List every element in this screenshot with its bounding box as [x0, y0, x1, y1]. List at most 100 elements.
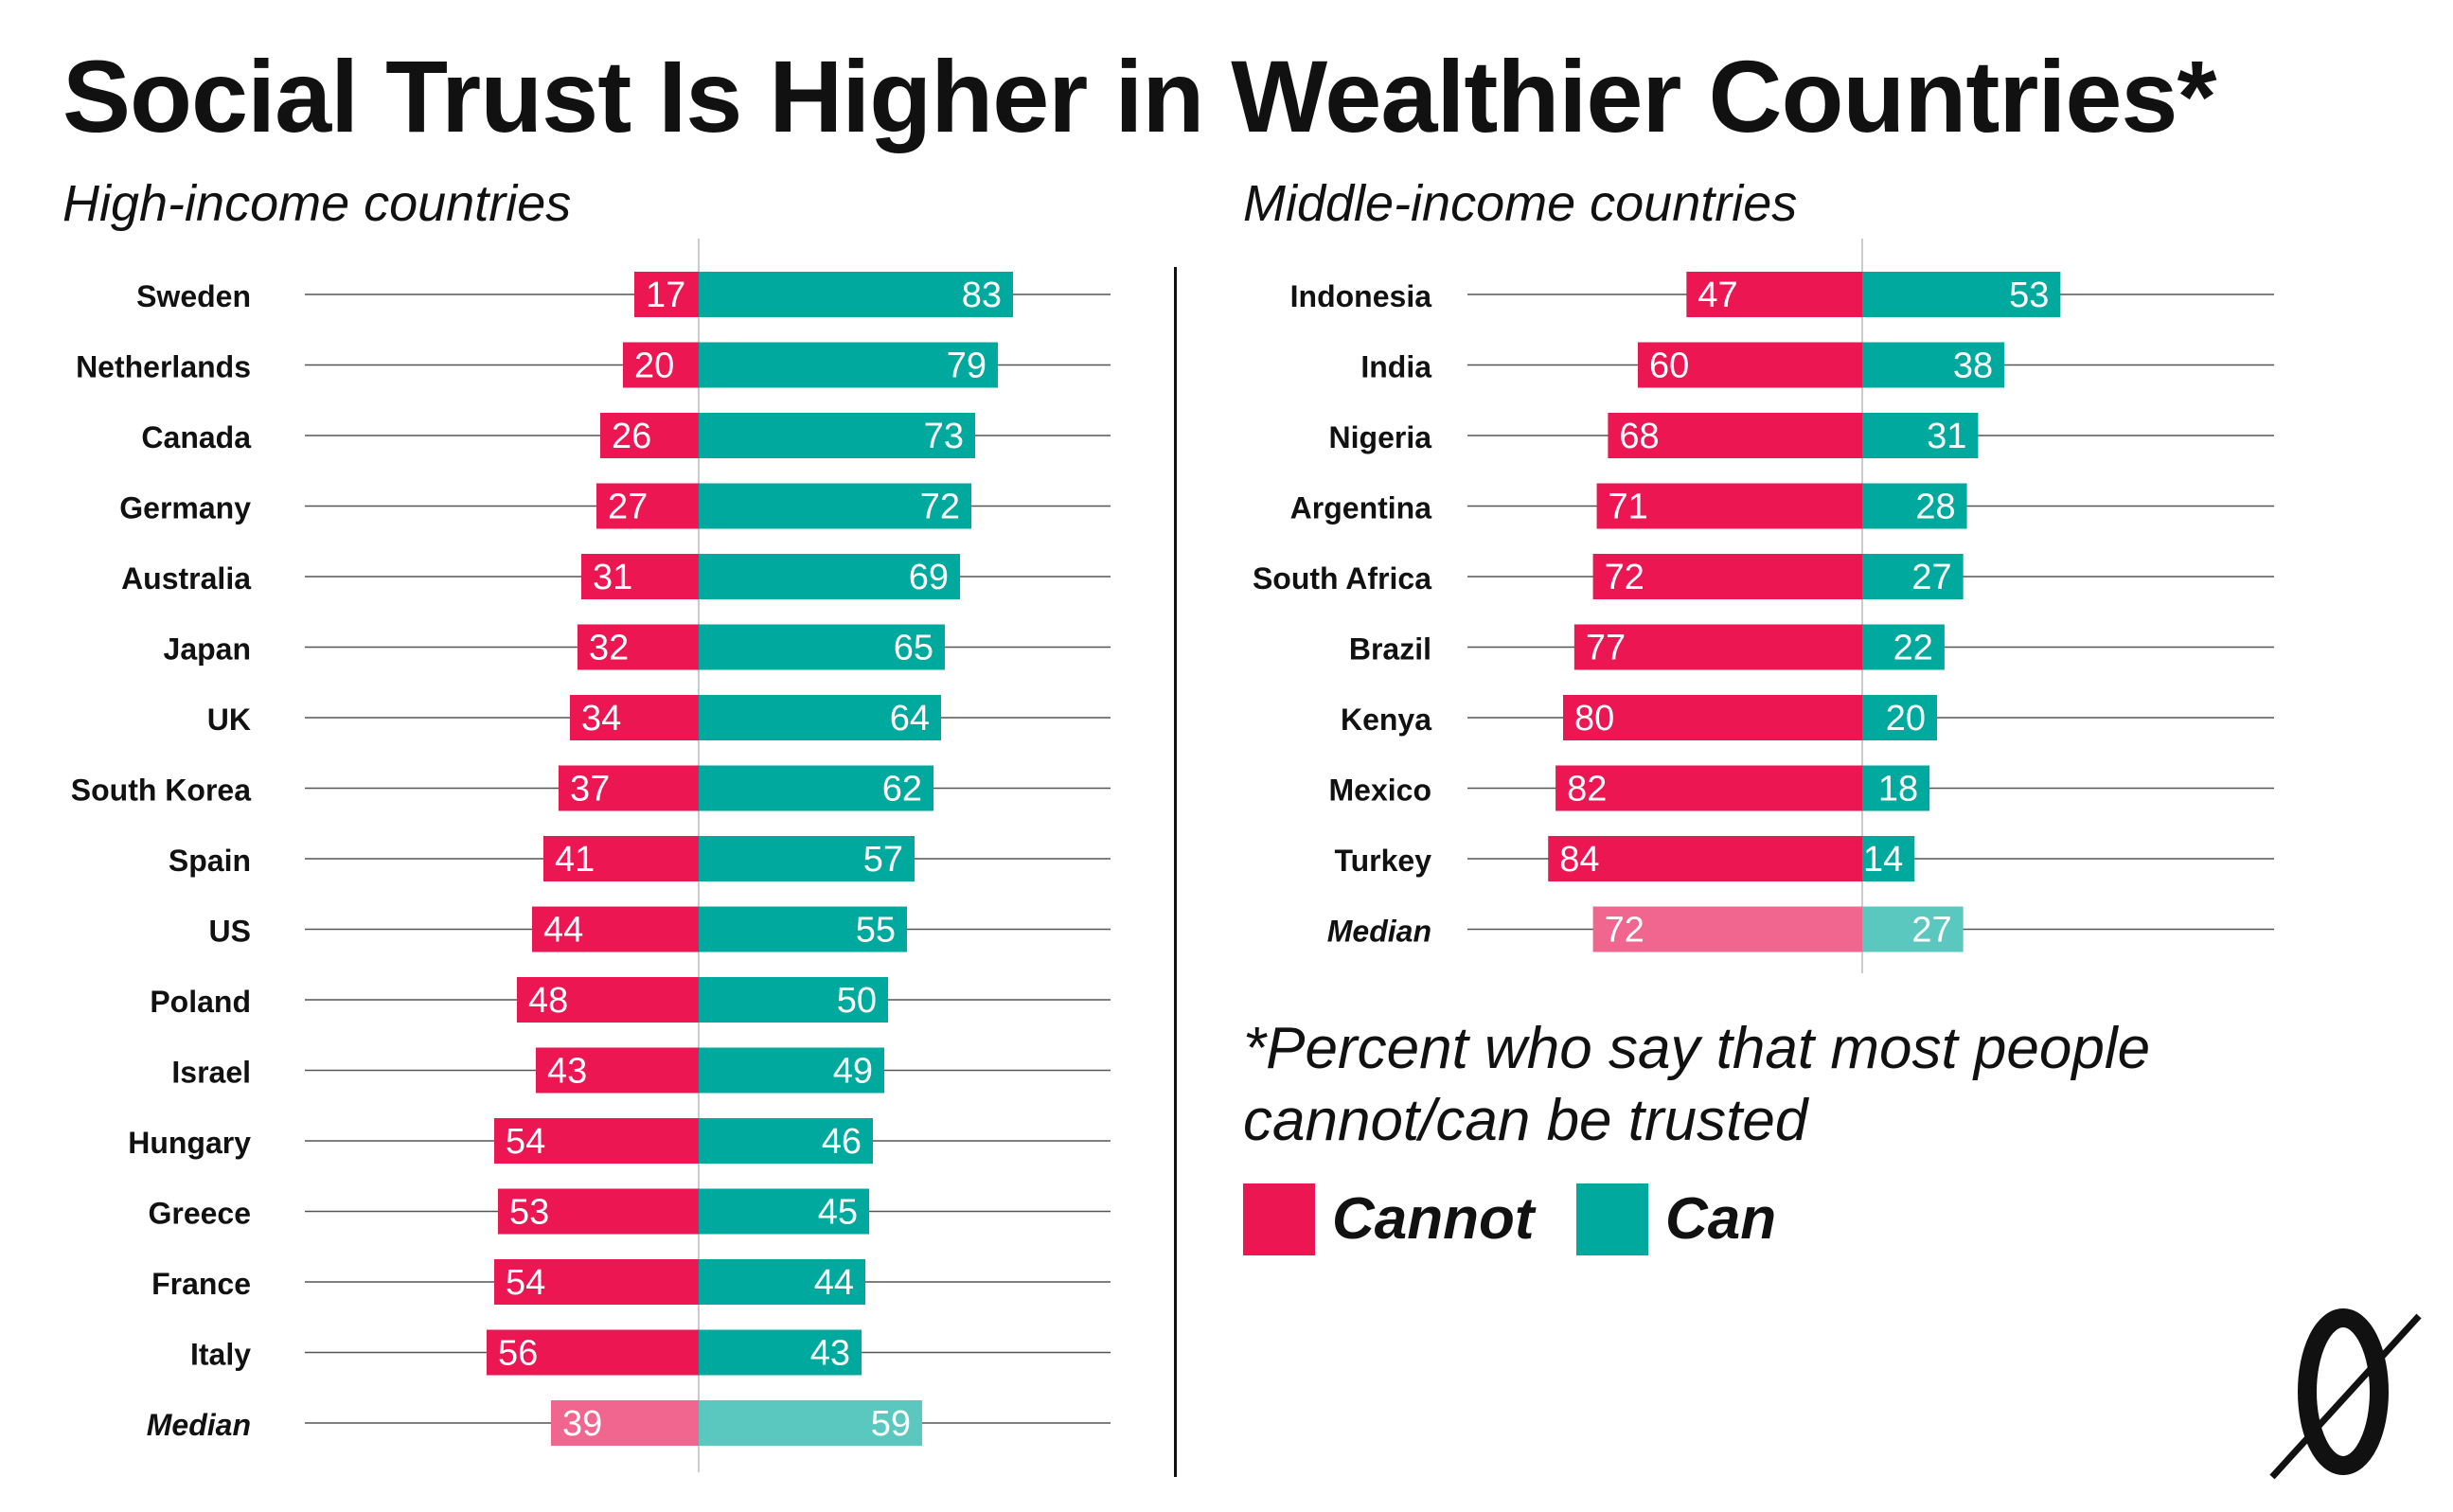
middle-income-bar-can — [1862, 483, 1967, 529]
high-income-bar-cannot — [634, 272, 699, 317]
publisher-logo-icon — [2269, 1308, 2422, 1480]
high-income-value-label-can: 73 — [924, 417, 964, 456]
high-income-bar-can — [699, 906, 907, 952]
high-income-category-label: Hungary — [128, 1126, 251, 1160]
high-income-value-label-can: 69 — [909, 558, 949, 597]
middle-income-category-label: Nigeria — [1329, 420, 1432, 454]
high-income-bar-can — [699, 1188, 869, 1235]
high-income-value-label-cannot: 32 — [589, 629, 629, 668]
middle-income-bar-cannot — [1592, 554, 1862, 599]
high-income-category-label: Median — [147, 1408, 251, 1442]
high-income-bar-cannot — [494, 1259, 699, 1305]
middle-income-bar-cannot — [1592, 906, 1862, 952]
high-income-bar-cannot — [570, 695, 699, 740]
high-income-category-label: UK — [207, 703, 251, 737]
high-income-category-label: Japan — [164, 632, 251, 667]
high-income-value-label-cannot: 56 — [498, 1334, 538, 1374]
high-income-category-label: Poland — [150, 985, 251, 1019]
middle-income-bar-cannot — [1638, 342, 1862, 388]
high-income-bar-can — [699, 342, 998, 388]
middle-income-value-label-can: 18 — [1878, 770, 1918, 809]
high-income-value-label-cannot: 37 — [570, 770, 610, 809]
high-income-category-label: Sweden — [136, 279, 251, 313]
high-income-value-label-can: 44 — [814, 1263, 854, 1303]
high-income-bar-cannot — [487, 1329, 699, 1376]
high-income-value-label-cannot: 43 — [547, 1052, 587, 1092]
high-income-category-label: Greece — [148, 1197, 251, 1231]
high-income-value-label-can: 65 — [894, 629, 933, 668]
high-income-value-label-cannot: 20 — [634, 347, 674, 386]
high-income-category-label: Germany — [119, 491, 251, 525]
high-income-bar-cannot — [623, 342, 699, 388]
middle-income-bar-can — [1862, 836, 1915, 881]
high-income-category-label: Netherlands — [76, 350, 251, 384]
middle-income-category-label: Brazil — [1349, 632, 1431, 667]
high-income-bar-cannot — [498, 1188, 699, 1235]
high-income-value-label-can: 79 — [947, 347, 987, 386]
middle-income-bar-can — [1862, 695, 1937, 740]
middle-income-value-label-can: 22 — [1893, 629, 1933, 668]
high-income-value-label-can: 55 — [856, 911, 896, 951]
middle-income-category-label: Argentina — [1290, 491, 1432, 525]
middle-income-value-label-can: 27 — [1911, 558, 1951, 597]
high-income-bar-can — [699, 1259, 865, 1305]
chart-title: Social Trust Is Higher in Wealthier Coun… — [62, 39, 2217, 153]
middle-income-subtitle: Middle-income countries — [1243, 175, 1798, 232]
high-income-bar-can — [699, 272, 1013, 317]
high-income-value-label-cannot: 34 — [581, 699, 621, 738]
high-income-value-label-cannot: 31 — [593, 558, 632, 597]
high-income-subtitle: High-income countries — [62, 175, 572, 232]
middle-income-category-label: Kenya — [1341, 703, 1431, 737]
middle-income-bar-cannot — [1555, 765, 1862, 811]
high-income-bar-cannot — [559, 765, 699, 811]
high-income-value-label-cannot: 17 — [646, 276, 685, 315]
middle-income-bar-cannot — [1548, 836, 1862, 881]
middle-income-value-label-cannot: 77 — [1586, 629, 1626, 668]
high-income-value-label-can: 64 — [890, 699, 930, 738]
middle-income-value-label-cannot: 71 — [1609, 488, 1648, 527]
high-income-value-label-cannot: 27 — [608, 488, 648, 527]
middle-income-bar-can — [1862, 765, 1930, 811]
middle-income-bar-can — [1862, 906, 1964, 952]
high-income-value-label-cannot: 44 — [543, 911, 583, 951]
high-income-value-label-cannot: 54 — [506, 1263, 545, 1303]
middle-income-category-label: Median — [1327, 915, 1431, 949]
high-income-bar-cannot — [596, 483, 699, 529]
middle-income-bar-can — [1862, 554, 1964, 599]
high-income-bar-cannot — [517, 977, 699, 1023]
high-income-bar-can — [699, 554, 960, 599]
legend-swatch-cannot — [1243, 1183, 1315, 1255]
middle-income-category-label: Turkey — [1334, 844, 1431, 878]
middle-income-value-label-cannot: 72 — [1605, 558, 1644, 597]
high-income-bar-cannot — [581, 554, 699, 599]
legend-item-can: Can — [1576, 1183, 1776, 1255]
middle-income-value-label-can: 20 — [1886, 699, 1926, 738]
high-income-bar-cannot — [551, 1400, 699, 1446]
high-income-category-label: Australia — [121, 561, 251, 596]
legend-label-can: Can — [1665, 1186, 1777, 1252]
high-income-bar-can — [699, 695, 941, 740]
high-income-value-label-cannot: 26 — [612, 417, 651, 456]
middle-income-value-label-cannot: 84 — [1559, 840, 1599, 880]
high-income-value-label-cannot: 41 — [555, 840, 595, 880]
high-income-bar-can — [699, 1118, 873, 1164]
high-income-value-label-cannot: 54 — [506, 1122, 545, 1162]
middle-income-bar-cannot — [1573, 624, 1862, 670]
high-income-bar-can — [699, 836, 915, 881]
middle-income-bar-can — [1862, 624, 1945, 670]
legend-item-cannot: Cannot — [1243, 1183, 1535, 1255]
footnote: *Percent who say that most people cannot… — [1243, 1016, 2151, 1153]
legend-swatch-can — [1576, 1183, 1648, 1255]
middle-income-value-label-can: 53 — [2009, 276, 2049, 315]
middle-income-bar-can — [1862, 413, 1979, 458]
high-income-category-label: South Korea — [71, 774, 251, 808]
high-income-bar-cannot — [494, 1118, 699, 1164]
high-income-category-label: France — [151, 1267, 251, 1301]
high-income-value-label-can: 50 — [837, 981, 877, 1021]
high-income-bar-cannot — [600, 413, 699, 458]
high-income-bar-cannot — [532, 906, 699, 952]
high-income-value-label-can: 57 — [863, 840, 903, 880]
high-income-value-label-can: 43 — [810, 1334, 850, 1374]
high-income-bar-can — [699, 413, 975, 458]
middle-income-category-label: South Africa — [1253, 561, 1431, 596]
